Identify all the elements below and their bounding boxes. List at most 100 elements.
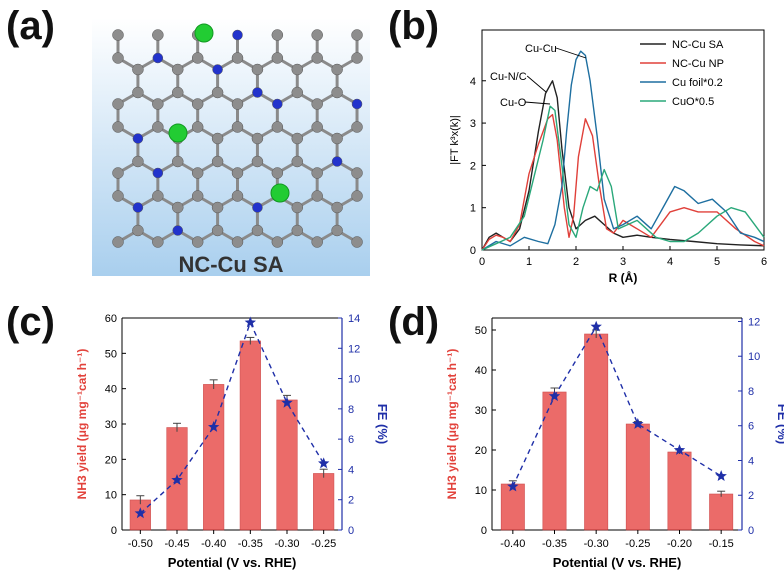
y-tick-label: 20 <box>105 454 117 466</box>
y-axis-label: |FT k³x(k)| <box>449 115 461 165</box>
y2-tick-label: 2 <box>348 495 354 507</box>
bar <box>239 340 261 531</box>
legend-entry: CuO*0.5 <box>672 96 714 108</box>
y2-tick-label: 8 <box>748 386 754 398</box>
bar <box>625 423 650 531</box>
y2-tick-label: 10 <box>348 374 360 386</box>
y-tick-label: 30 <box>475 405 487 417</box>
fe-marker <box>673 444 686 455</box>
x-tick-label: -0.15 <box>709 538 734 550</box>
fe-marker <box>281 396 293 408</box>
annotation-arrow <box>524 101 551 105</box>
panel-label-c: (c) <box>6 300 55 344</box>
x-tick-label: 4 <box>667 256 673 268</box>
y-tick-label: 50 <box>105 348 117 360</box>
bar <box>709 493 734 531</box>
y2-tick-label: 12 <box>348 343 360 355</box>
x-tick-label: -0.30 <box>274 538 299 550</box>
annotation: Cu-N/C <box>490 71 527 83</box>
y-tick-label: 10 <box>475 485 487 497</box>
x-axis-label: Potential (V vs. RHE) <box>553 555 682 570</box>
y-tick-label: 2 <box>470 160 476 172</box>
bar <box>667 451 692 531</box>
y2-tick-label: 0 <box>348 525 354 537</box>
fe-marker <box>171 474 183 485</box>
fe-marker <box>208 421 220 432</box>
fe-marker <box>507 480 519 492</box>
legend-entry: NC-Cu SA <box>672 39 724 51</box>
fe-line <box>512 325 722 487</box>
x-tick-label: 0 <box>479 256 485 268</box>
fe-marker <box>244 316 256 328</box>
fe-marker <box>590 320 602 332</box>
chart-d: 0 10 20 30 40 50 0 2 4 6 8 10 12 -0.40 -0.35 -0.30 -0.25… <box>445 316 784 570</box>
x-tick-label: -0.35 <box>238 538 263 550</box>
bar <box>500 483 525 531</box>
fe-marker <box>134 507 146 519</box>
y2-axis-label: FE (%) <box>775 404 784 444</box>
y-tick-label: 30 <box>105 419 117 431</box>
y-tick-label: 60 <box>105 313 117 325</box>
y2-tick-label: 6 <box>348 434 354 446</box>
y-tick-label: 3 <box>470 118 476 130</box>
y-tick-label: 0 <box>481 525 487 537</box>
y-tick-label: 40 <box>105 384 117 396</box>
y2-tick-label: 4 <box>348 464 354 476</box>
series-line <box>481 113 765 251</box>
y-axis-label: NH3 yield (μg mg⁻¹cat h⁻¹) <box>75 349 89 500</box>
x-tick-label: -0.45 <box>164 538 189 550</box>
y-tick-label: 1 <box>470 203 476 215</box>
bar <box>276 399 298 531</box>
y2-tick-label: 8 <box>348 404 354 416</box>
panel-label-b: (b) <box>388 4 440 48</box>
x-tick-label: 6 <box>761 256 767 268</box>
x-tick-label: -0.25 <box>625 538 650 550</box>
panel-label-d: (d) <box>388 300 440 344</box>
y2-tick-label: 12 <box>748 316 760 328</box>
y2-axis-label: FE (%) <box>375 404 390 444</box>
y2-tick-label: 6 <box>748 421 754 433</box>
y-tick-label: 0 <box>111 525 117 537</box>
annotation: Cu-Cu <box>525 43 557 55</box>
y-tick-label: 4 <box>470 76 476 88</box>
y-tick-label: 50 <box>475 325 487 337</box>
chart-b: 0 1 2 3 4 5 6 0 1 2 3 4 R (Å) |FT k³x(k)| NC-Cu SA NC-C… <box>449 29 767 285</box>
fe-marker <box>715 470 727 481</box>
legend-entry: NC-Cu NP <box>672 58 724 70</box>
y-tick-label: 10 <box>105 490 117 502</box>
x-tick-label: 2 <box>573 256 579 268</box>
x-tick-label: -0.25 <box>311 538 336 550</box>
x-tick-label: -0.30 <box>584 538 609 550</box>
y2-tick-label: 2 <box>748 490 754 502</box>
bar <box>584 333 609 531</box>
panel-label-a: (a) <box>6 4 55 48</box>
series-line <box>481 105 765 251</box>
y2-tick-label: 0 <box>748 525 754 537</box>
y2-tick-label: 10 <box>748 351 760 363</box>
legend-entry: Cu foil*0.2 <box>672 77 723 89</box>
x-tick-label: -0.40 <box>500 538 525 550</box>
y-tick-label: 40 <box>475 365 487 377</box>
fe-line <box>139 320 325 514</box>
fe-marker <box>548 390 561 402</box>
annotation: Cu-O <box>500 97 527 109</box>
x-axis-label: Potential (V vs. RHE) <box>168 555 297 570</box>
x-tick-label: 1 <box>526 256 532 268</box>
y-tick-label: 20 <box>475 445 487 457</box>
x-tick-label: 3 <box>620 256 626 268</box>
fe-marker <box>632 418 644 429</box>
x-tick-label: 5 <box>714 256 720 268</box>
y-axis-label: NH3 yield (μg mg⁻¹cat h⁻¹) <box>445 349 459 500</box>
y2-tick-label: 14 <box>348 313 360 325</box>
x-tick-label: -0.50 <box>128 538 153 550</box>
x-tick-label: -0.20 <box>667 538 692 550</box>
annotation-arrow <box>526 75 547 93</box>
y2-tick-label: 4 <box>748 455 754 467</box>
bar <box>313 473 335 531</box>
series-line <box>481 50 765 251</box>
fe-marker <box>318 457 330 469</box>
annotation-arrow <box>555 47 587 59</box>
x-tick-label: -0.40 <box>201 538 226 550</box>
